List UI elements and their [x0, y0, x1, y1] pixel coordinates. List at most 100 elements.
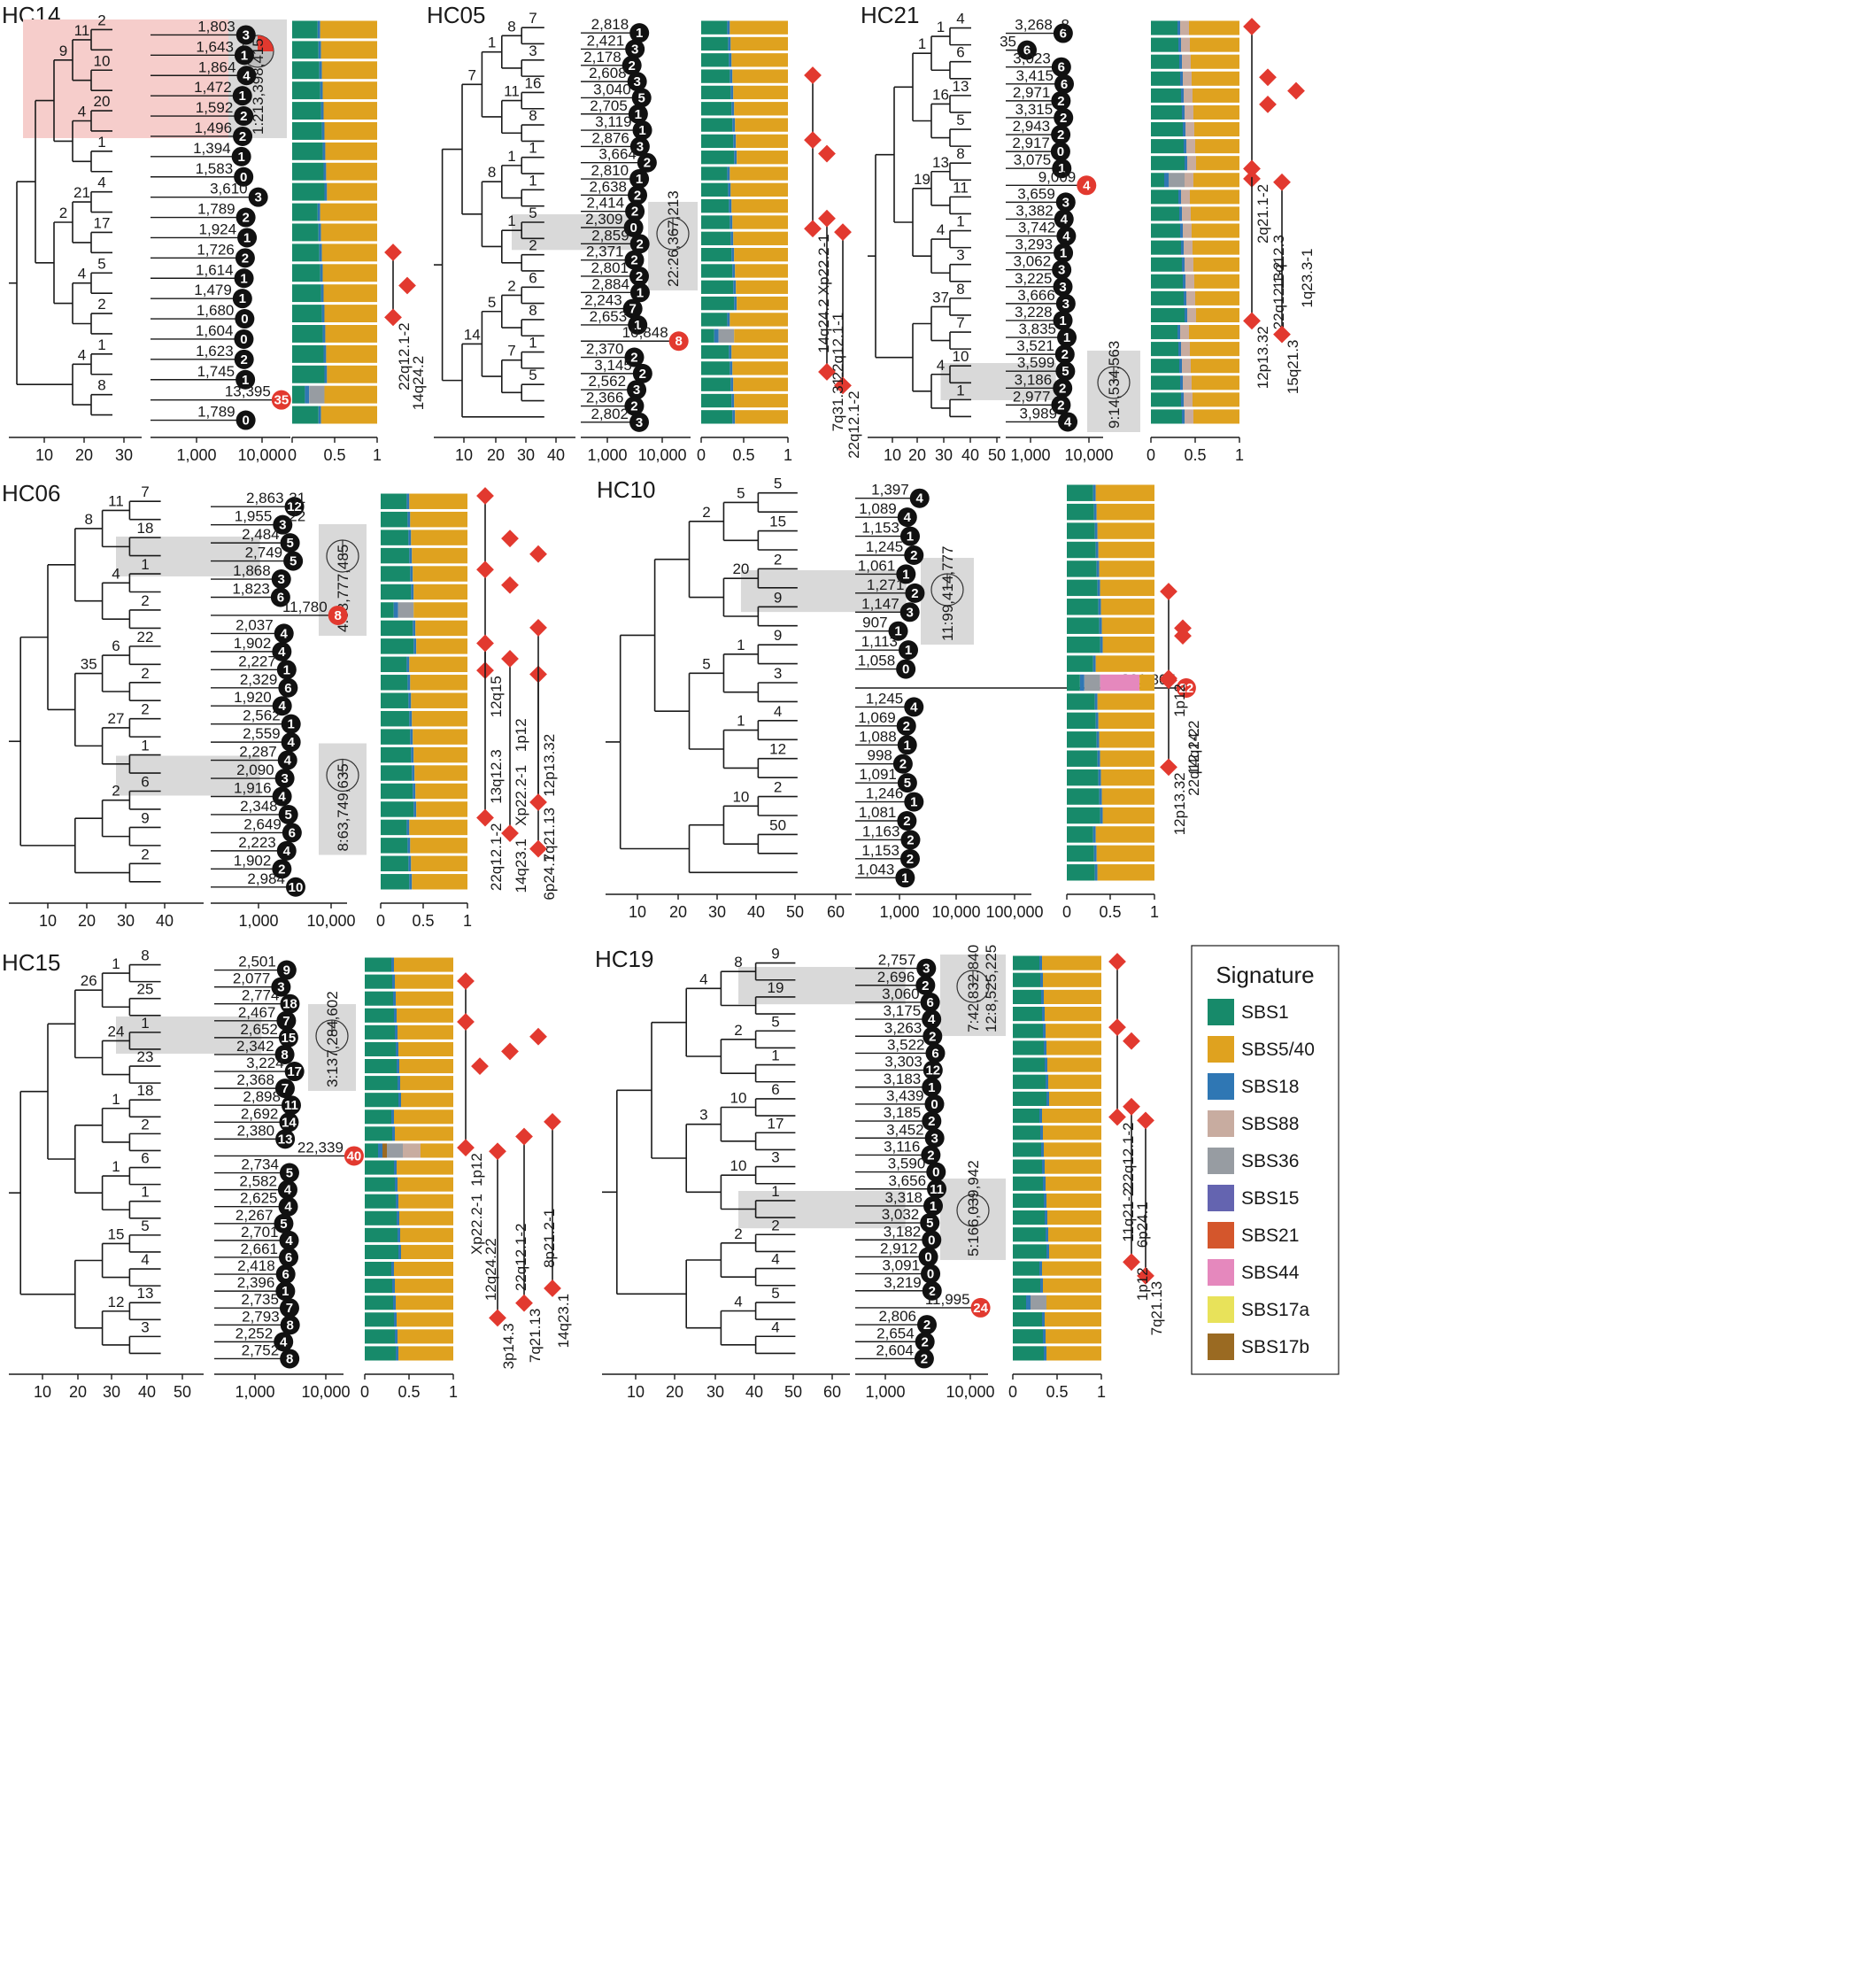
bar-sbs1 [365, 1194, 396, 1209]
bar-sbs1 [365, 1093, 398, 1108]
bar-sbs5-40 [327, 182, 377, 201]
cnv-marker [1108, 1018, 1126, 1036]
bar-sbs18 [406, 493, 410, 509]
leaf-count-badge-label: 12 [287, 499, 302, 514]
leaf-count-badge [274, 1332, 294, 1352]
tree-tick-label: 10 [884, 446, 901, 464]
bar-sbs1 [381, 838, 408, 854]
cnv-event-label: 22q12.1-2 [1120, 1123, 1137, 1191]
leaf-count-badge [274, 623, 294, 644]
bar-sbs5-40 [1046, 1024, 1101, 1039]
bar-sbs1 [365, 1244, 398, 1259]
legend-item-label: SBS1 [1241, 1002, 1289, 1023]
bar-sbs1 [365, 1024, 395, 1040]
cnv-event-label: Xp22.2-1 [815, 234, 832, 295]
bar-sbs18 [731, 102, 735, 116]
legend-item-label: SBS17a [1241, 1300, 1309, 1320]
leaf-count-badge [629, 282, 650, 303]
leaf-count-badge [277, 750, 297, 770]
leaf-mutation-count: 3,186 [1015, 371, 1053, 388]
bar-sbs88 [1185, 104, 1193, 120]
bar-sbs1 [701, 118, 733, 132]
leaf-count-badge [923, 1060, 943, 1080]
bar-sbs18 [320, 264, 323, 282]
leaf-count-badge-label: 2 [242, 251, 249, 266]
panel-hc10: HC1011:99,414,77751529934122505201110251… [597, 475, 1202, 921]
leaf-count-badge-label: 2 [1062, 347, 1069, 362]
bar-sbs1 [292, 365, 325, 383]
leaf-mutation-count: 2,418 [237, 1257, 275, 1274]
bar-sbs18 [1098, 599, 1101, 615]
leaf-mutation-count: 1,153 [861, 842, 899, 859]
leaf-mutation-count: 3,835 [1018, 321, 1056, 337]
bar-sbs5-40 [324, 385, 377, 404]
panel-hc06: HC064:68,777,4858:63,749,635718122222169… [2, 480, 558, 930]
leaf-count-badge-label: 5 [280, 1217, 287, 1232]
leaf-count-badge [924, 1094, 945, 1114]
branch-length-label: 10 [730, 1090, 747, 1107]
bar-sbs1 [1067, 769, 1099, 786]
tree-tick-label: 20 [666, 1383, 683, 1401]
tree-tick-label: 10 [455, 446, 473, 464]
tree-tick-label: 50 [174, 1383, 191, 1401]
bar-sbs88 [1182, 54, 1191, 69]
leaf-count-badge-label: 4 [283, 844, 291, 859]
leaf-count-badge [235, 248, 255, 268]
bar-sbs1 [701, 199, 730, 213]
bar-sbs1 [292, 223, 319, 242]
bar-sbs18 [1164, 173, 1169, 188]
bar-sbs1 [292, 406, 319, 424]
leaf-mutation-count: 3,119 [595, 113, 631, 130]
bar-sbs5-40 [410, 675, 467, 691]
bar-sbs18 [1097, 750, 1100, 767]
cnv-event-label: 1p12 [513, 718, 529, 752]
bar-sbs18 [1042, 1159, 1045, 1174]
branch-length-label: 11 [504, 83, 520, 100]
leaf-count-badge [1053, 276, 1073, 297]
cnv-event-label: 12q24.22 [483, 1238, 499, 1301]
fraction-tick-label: 0.5 [398, 1383, 420, 1401]
bar-sbs44 [1100, 674, 1140, 692]
leaf-count-badge-label: 1 [636, 26, 643, 41]
branch-length-label: 1 [141, 738, 149, 754]
bar-sbs18 [1093, 845, 1097, 862]
branch-length-label: 8 [529, 107, 537, 124]
bar-sbs5-40 [410, 511, 467, 528]
bar-sbs18 [1183, 274, 1185, 289]
bar-sbs1 [701, 134, 734, 149]
fraction-tick-label: 0 [360, 1383, 369, 1401]
leaf-count-badge-label: 4 [287, 735, 295, 750]
branch-length-label: 13 [953, 78, 969, 95]
branch-length-label: 2 [734, 1022, 742, 1039]
leaf-count-badge-label: 1 [905, 643, 912, 658]
bar-sbs1 [1067, 655, 1093, 672]
branch-length-label: 1 [937, 19, 945, 35]
bar-sbs18 [321, 122, 325, 140]
bar-sbs18 [1181, 88, 1184, 103]
leaf-count-badge-label: 2 [630, 351, 637, 366]
cnv-marker [398, 276, 416, 295]
leaf-mutation-count: 2,625 [240, 1190, 278, 1207]
leaf-count-badge-label: 2 [1059, 381, 1066, 396]
leaf-count-badge-label: 2 [923, 1318, 930, 1333]
branch-length-label: 5 [488, 294, 496, 311]
clone-box [940, 955, 1006, 1036]
leaf-count-badge-label: 2 [636, 269, 643, 284]
bar-sbs1 [292, 385, 305, 404]
leaf-mutation-count: 1,479 [194, 282, 232, 298]
branch-length-label: 11 [108, 492, 124, 509]
branch-length-label: 6 [771, 1081, 779, 1098]
leaf-count-badge [271, 390, 291, 410]
leaf-count-badge-label: 5 [904, 776, 911, 791]
leaf-count-badge [275, 1264, 296, 1285]
leaf-count-badge [897, 811, 917, 831]
bar-sbs18 [1178, 342, 1181, 357]
leaf-count-badge [923, 1195, 944, 1216]
bar-sbs1 [1013, 972, 1040, 987]
bar-sbs1 [1013, 1109, 1039, 1124]
bar-sbs18 [1040, 1125, 1043, 1140]
leaf-mutation-count: 2,749 [245, 545, 283, 561]
bar-sbs5-40 [1097, 693, 1154, 710]
leaf-count-badge [625, 201, 645, 221]
bar-sbs5-40 [1097, 522, 1154, 539]
